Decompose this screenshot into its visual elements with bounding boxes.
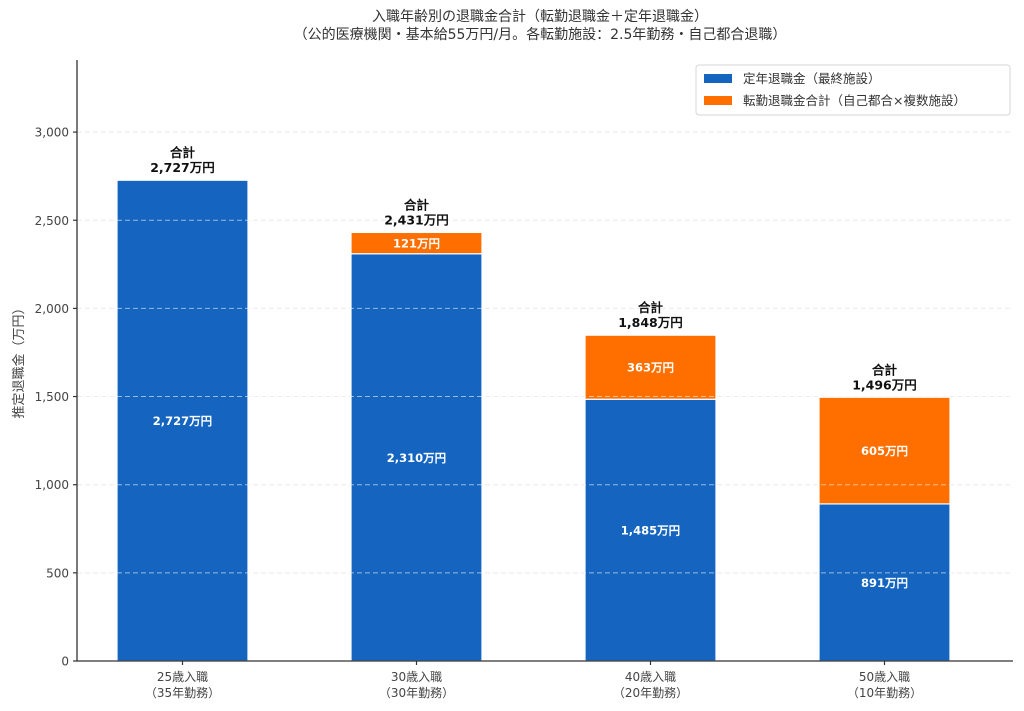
- chart-subtitle: （公的医療機関・基本給55万円/月。各転勤施設：2.5年勤務・自己都合退職）: [294, 26, 787, 43]
- x-tick-sublabel: （35年勤務）: [145, 686, 220, 700]
- x-tick-sublabel: （10年勤務）: [847, 686, 922, 700]
- legend-box: [695, 64, 1011, 116]
- bar-retirement: [116, 179, 249, 662]
- legend-swatch-retirement: [704, 74, 732, 83]
- bar-label-retirement: 2,727万円: [153, 414, 212, 428]
- y-tick-label: 1,500: [35, 390, 69, 404]
- bar-transfer: [584, 334, 717, 400]
- legend-label-retirement: 定年退職金（最終施設）: [743, 71, 881, 86]
- total-label: 2,431万円: [384, 212, 449, 227]
- total-heading: 合計: [404, 197, 430, 212]
- x-tick-sublabel: （20年勤務）: [613, 686, 688, 700]
- chart-title: 入職年齢別の退職金合計（転勤退職金＋定年退職金）: [372, 9, 708, 25]
- total-label: 1,496万円: [852, 377, 917, 392]
- total-label: 1,848万円: [618, 315, 683, 330]
- bar-transfer: [350, 231, 483, 255]
- data-labels: 2,727万円合計2,727万円2,310万円121万円合計2,431万円1,4…: [150, 145, 917, 590]
- x-tick-label: 25歳入職: [157, 670, 208, 684]
- bar-label-retirement: 891万円: [861, 576, 908, 590]
- bars: [116, 179, 951, 662]
- bar-label-transfer: 363万円: [627, 361, 674, 375]
- y-tick-label: 3,000: [35, 126, 69, 140]
- legend: 定年退職金（最終施設） 転勤退職金合計（自己都合×複数施設）: [695, 64, 1011, 116]
- y-tick-label: 0: [61, 655, 69, 669]
- gridlines-overlay: [77, 131, 1013, 574]
- y-tick-label: 1,000: [35, 478, 69, 492]
- bar-label-transfer: 605万円: [861, 444, 908, 458]
- total-heading: 合計: [170, 145, 196, 160]
- bar-transfer: [818, 396, 951, 505]
- bar-label-transfer: 121万円: [393, 237, 440, 251]
- total-heading: 合計: [638, 300, 664, 315]
- legend-label-transfer: 転勤退職金合計（自己都合×複数施設）: [743, 93, 966, 108]
- x-tick-label: 50歳入職: [859, 670, 910, 684]
- y-tick-label: 2,000: [35, 302, 69, 316]
- y-tick-label: 500: [46, 566, 69, 580]
- legend-swatch-transfer: [704, 96, 732, 105]
- x-tick-label: 40歳入職: [625, 670, 676, 684]
- bar-label-retirement: 2,310万円: [387, 451, 446, 465]
- y-tick-label: 2,500: [35, 214, 69, 228]
- bar-retirement: [350, 253, 483, 662]
- x-tick-sublabel: （30年勤務）: [379, 686, 454, 700]
- x-ticks: 25歳入職 （35年勤務） 30歳入職 （30年勤務） 40歳入職 （20年勤務） 50歳入…: [145, 661, 922, 700]
- x-tick-label: 30歳入職: [391, 670, 442, 684]
- y-axis-label: 推定退職金（万円）: [11, 301, 27, 418]
- bar-label-retirement: 1,485万円: [621, 524, 680, 538]
- total-label: 2,727万円: [150, 160, 215, 175]
- y-ticks: 0 500 1,000 1,500 2,000 2,500 3,000: [35, 126, 77, 669]
- total-heading: 合計: [872, 362, 898, 377]
